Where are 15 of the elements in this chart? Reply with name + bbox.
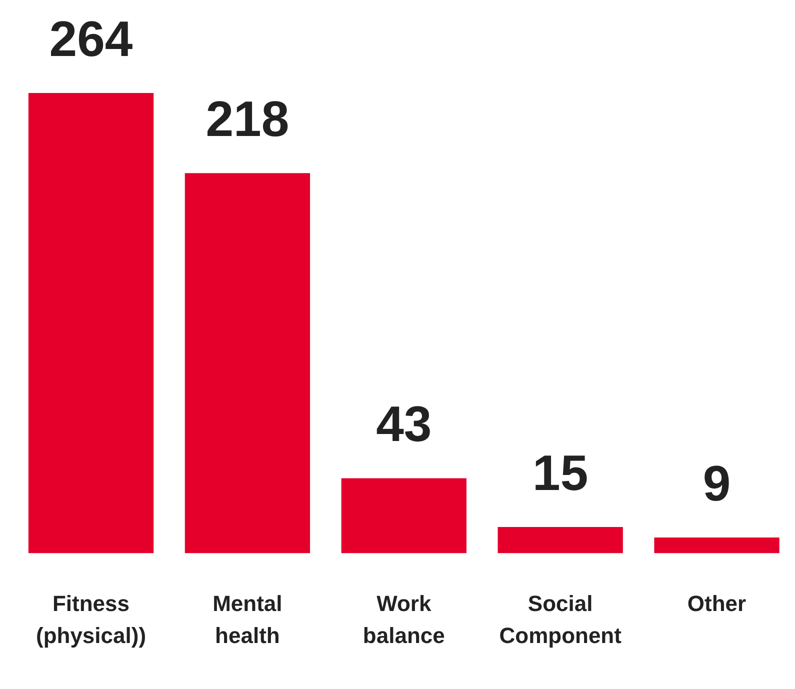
bar [28,93,154,554]
data-label: 15 [532,444,588,501]
bar [654,538,780,554]
data-label: 9 [702,455,731,512]
data-label: 218 [206,90,290,147]
x-tick-label: Fitness (physical)) [36,591,146,648]
bar [184,173,310,554]
x-tick-label: Work balance [362,591,445,648]
x-tick-label: Other [687,591,747,616]
x-tick-label: Mental health [212,591,282,648]
bar [341,478,466,554]
data-label: 43 [376,396,432,452]
x-tick-label: Social Component [499,591,622,648]
bar [498,527,623,554]
data-label: 264 [49,10,133,67]
